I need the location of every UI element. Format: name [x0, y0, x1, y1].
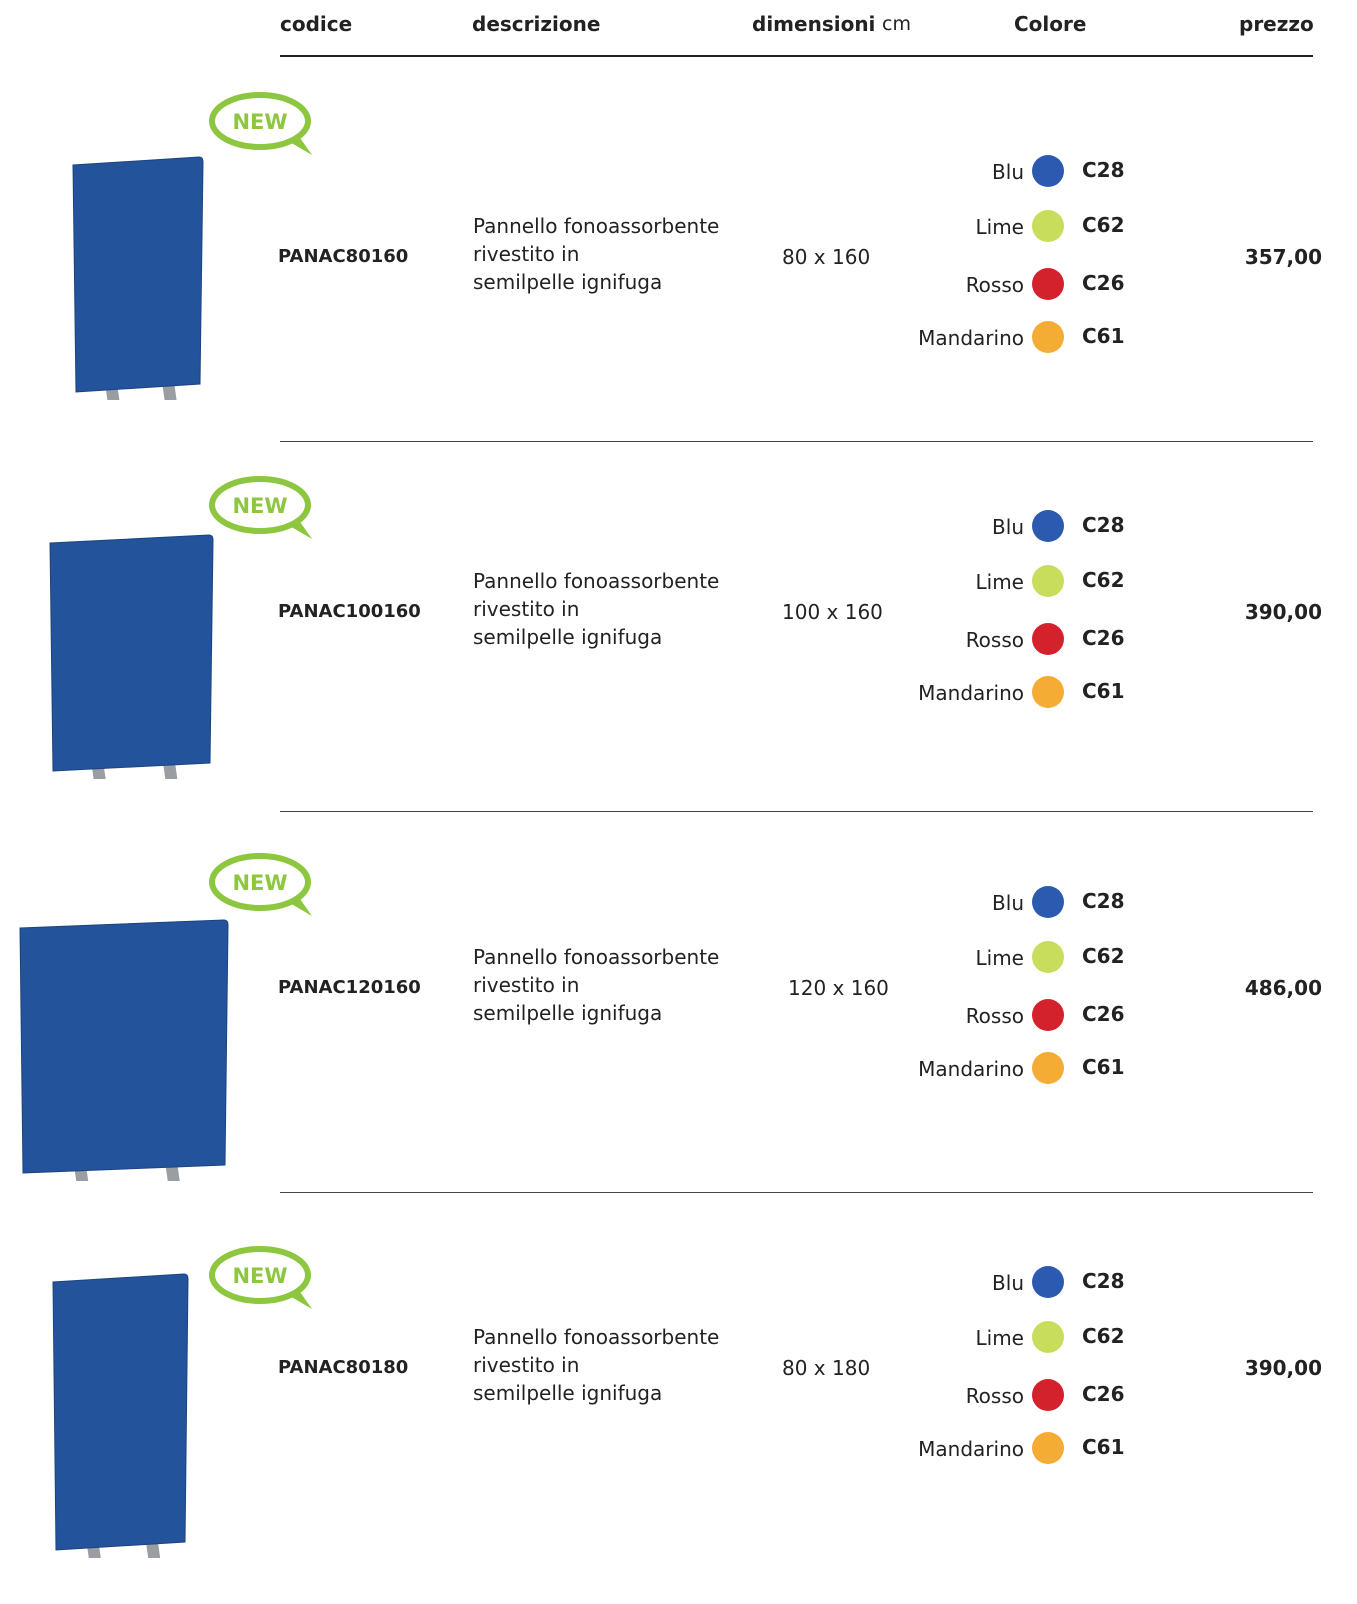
color-swatch [1032, 1432, 1064, 1464]
product-description: semilpelle ignifuga [473, 270, 663, 294]
color-code: C61 [1082, 679, 1125, 703]
row-separator [280, 1192, 1313, 1193]
color-name: Lime [975, 570, 1025, 594]
product-image: NEW [72, 92, 312, 400]
header-descrizione: descrizione [472, 12, 601, 36]
badge-outline [209, 92, 311, 150]
product-price: 486,00 [1244, 976, 1322, 1000]
color-code: C26 [1082, 271, 1125, 295]
row-separator [280, 811, 1313, 812]
color-name: Blu [992, 891, 1024, 915]
color-code: C62 [1082, 213, 1125, 237]
color-swatch [1032, 510, 1064, 542]
product-description: Pannello fonoassorbente [473, 214, 720, 238]
color-code: C62 [1082, 944, 1125, 968]
product-description: semilpelle ignifuga [473, 625, 663, 649]
product-dimensions: 120 x 160 [788, 976, 889, 1000]
color-swatch [1032, 155, 1064, 187]
color-swatch [1032, 565, 1064, 597]
color-swatch [1032, 1052, 1064, 1084]
color-code: C26 [1082, 1002, 1125, 1026]
color-swatch [1032, 941, 1064, 973]
color-name: Mandarino [918, 1437, 1024, 1461]
color-name: Rosso [965, 1004, 1024, 1028]
color-code: C28 [1082, 1269, 1125, 1293]
product-description: rivestito in [473, 597, 580, 621]
color-name: Mandarino [918, 326, 1024, 350]
panel [49, 534, 214, 772]
product-code: PANAC80180 [278, 1357, 409, 1378]
badge-outline [209, 1246, 311, 1304]
color-code: C61 [1082, 1055, 1125, 1079]
product-image: NEW [49, 476, 312, 779]
color-swatch [1032, 268, 1064, 300]
product-description: rivestito in [473, 242, 580, 266]
product-description: Pannello fonoassorbente [473, 569, 720, 593]
product-code: PANAC100160 [278, 601, 421, 622]
row-separator [280, 441, 1313, 442]
product-description: semilpelle ignifuga [473, 1001, 663, 1025]
color-name: Lime [975, 946, 1025, 970]
product-description: Pannello fonoassorbente [473, 945, 720, 969]
color-name: Mandarino [918, 1057, 1024, 1081]
panel [52, 1273, 189, 1551]
badge-text: NEW [232, 110, 287, 134]
product-dimensions: 100 x 160 [782, 600, 883, 624]
color-code: C28 [1082, 513, 1125, 537]
header-colore: Colore [1014, 12, 1087, 36]
product-dimensions: 80 x 160 [782, 245, 871, 269]
product-description: semilpelle ignifuga [473, 1381, 663, 1405]
color-name: Rosso [965, 273, 1024, 297]
color-swatch [1032, 1266, 1064, 1298]
header-dimensioni: dimensioni [752, 12, 876, 36]
product-price: 390,00 [1244, 1356, 1322, 1380]
color-swatch [1032, 999, 1064, 1031]
product-code: PANAC80160 [278, 246, 409, 267]
product-price: 357,00 [1244, 245, 1322, 269]
color-code: C62 [1082, 1324, 1125, 1348]
color-swatch [1032, 623, 1064, 655]
header-codice: codice [280, 12, 353, 36]
color-swatch [1032, 1379, 1064, 1411]
color-swatch [1032, 1321, 1064, 1353]
color-name: Lime [975, 215, 1025, 239]
product-code: PANAC120160 [278, 977, 421, 998]
panel [72, 156, 204, 393]
product-description: rivestito in [473, 1353, 580, 1377]
product-description: Pannello fonoassorbente [473, 1325, 720, 1349]
product-dimensions: 80 x 180 [782, 1356, 871, 1380]
product-description: rivestito in [473, 973, 580, 997]
header-unit: cm [882, 13, 911, 35]
color-name: Rosso [965, 628, 1024, 652]
color-code: C26 [1082, 1382, 1125, 1406]
color-name: Lime [975, 1326, 1025, 1350]
product-image: NEW [52, 1246, 312, 1558]
panel [19, 919, 229, 1174]
header-prezzo: prezzo [1239, 12, 1314, 36]
color-code: C28 [1082, 158, 1125, 182]
product-image: NEW [19, 853, 312, 1181]
color-name: Blu [992, 515, 1024, 539]
color-swatch [1032, 321, 1064, 353]
badge-text: NEW [232, 494, 287, 518]
badge-outline [209, 853, 311, 911]
color-code: C62 [1082, 568, 1125, 592]
color-swatch [1032, 676, 1064, 708]
color-name: Blu [992, 160, 1024, 184]
color-code: C26 [1082, 626, 1125, 650]
color-swatch [1032, 210, 1064, 242]
color-code: C61 [1082, 1435, 1125, 1459]
color-code: C61 [1082, 324, 1125, 348]
badge-outline [209, 476, 311, 534]
color-swatch [1032, 886, 1064, 918]
badge-text: NEW [232, 871, 287, 895]
product-price: 390,00 [1244, 600, 1322, 624]
badge-text: NEW [232, 1264, 287, 1288]
color-code: C28 [1082, 889, 1125, 913]
header-rule [280, 55, 1313, 57]
color-name: Rosso [965, 1384, 1024, 1408]
color-name: Blu [992, 1271, 1024, 1295]
color-name: Mandarino [918, 681, 1024, 705]
